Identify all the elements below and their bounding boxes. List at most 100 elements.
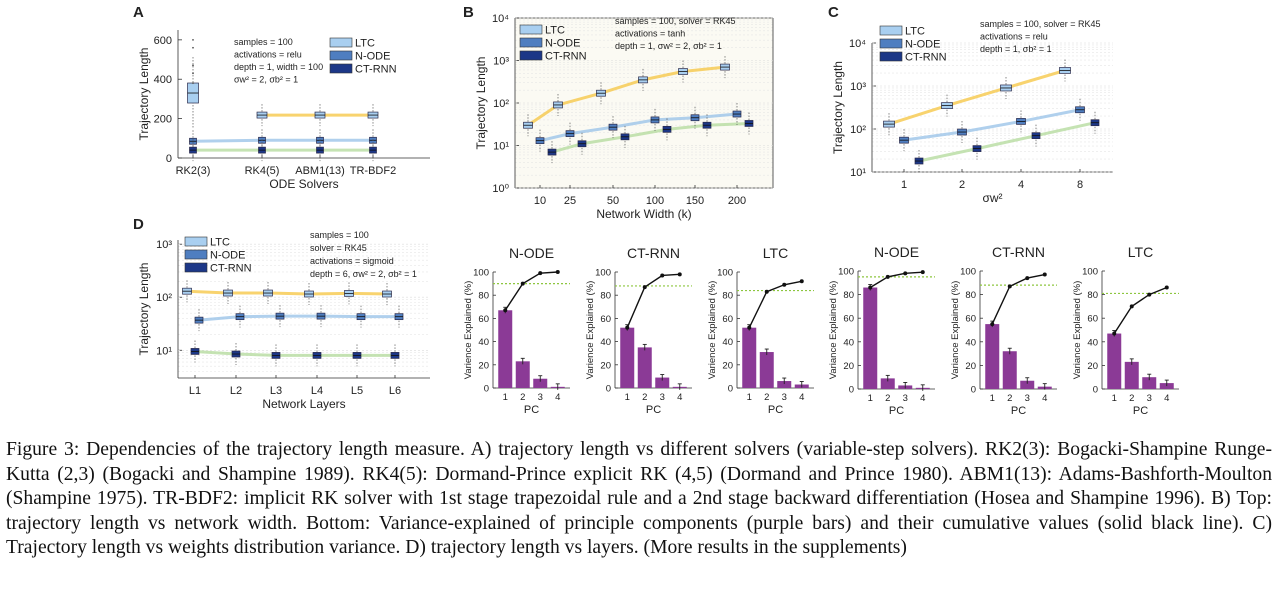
- x-tick-label: 2: [764, 392, 769, 403]
- cumulative-point: [903, 271, 908, 276]
- cumulative-line: [991, 273, 1045, 325]
- cumulative-point: [782, 282, 787, 287]
- legend-label-n-ode: N-ODE: [905, 39, 940, 51]
- cumulative-point: [920, 270, 925, 275]
- y-tick-label: 60: [478, 314, 489, 325]
- annotation-line: depth = 1, width = 100: [234, 62, 323, 72]
- y-tick-label: 10³: [493, 56, 509, 68]
- subplot-title: N-ODE: [509, 245, 554, 261]
- annotation-line: depth = 1, σb² = 1: [980, 44, 1052, 54]
- panel-C3-variance-chart: LTC 0 20 40 60 80 100 1 2 3 4 PC Variance Explained …: [1072, 244, 1179, 417]
- x-tick-label: 50: [607, 195, 619, 207]
- x-tick-label: 2: [885, 393, 890, 404]
- legend-label-n-ode: N-ODE: [210, 250, 245, 262]
- x-tick-label: 1: [625, 392, 630, 403]
- x-tick-label: 1: [503, 392, 508, 403]
- y-tick-label: 100: [717, 268, 733, 279]
- panel-B2-variance-chart: CT-RNN 0 20 40 60 80 100 1 2 3 4 PC Varience Explain…: [585, 245, 692, 416]
- x-tick-label: RK2(3): [176, 165, 211, 177]
- x-tick-label: 4: [555, 392, 560, 403]
- outlier-point: [192, 64, 194, 67]
- cumulative-line: [504, 271, 558, 311]
- y-tick-label: 200: [154, 114, 172, 126]
- variance-bar: [985, 324, 1000, 389]
- trend-line: [527, 65, 726, 127]
- trend-line: [198, 314, 399, 322]
- cumulative-point: [868, 285, 873, 290]
- legend-swatch-n-ode: [184, 249, 208, 260]
- y-axis-label: Trajectory Length: [137, 48, 151, 141]
- variance-bar: [1020, 380, 1035, 389]
- y-tick-label: 400: [154, 74, 172, 86]
- x-tick-label: 1: [901, 179, 907, 191]
- y-tick-label: 60: [600, 314, 611, 325]
- x-tick-label: 3: [660, 392, 665, 403]
- x-axis-label: ODE Solvers: [269, 177, 338, 191]
- y-tick-label: 80: [722, 291, 733, 302]
- legend-swatch-ct-rnn: [879, 51, 903, 62]
- x-tick-label: 2: [1007, 393, 1012, 404]
- panel-C1-variance-chart: N-ODE 0 20 40 60 80 100 1 2 3 4 PC Variance Explaine…: [828, 244, 935, 417]
- trend-line: [903, 108, 1081, 142]
- cumulative-line: [748, 280, 802, 328]
- x-axis-label: Network Layers: [262, 397, 345, 411]
- y-tick-label: 60: [965, 314, 976, 325]
- cumulative-line: [626, 273, 680, 328]
- x-axis-label: Network Width (k): [596, 207, 691, 221]
- y-tick-label: 0: [849, 385, 854, 396]
- legend-label-ltc: LTC: [905, 26, 925, 38]
- x-tick-label: L2: [230, 385, 242, 397]
- trend-line: [192, 138, 373, 143]
- x-tick-label: 1: [990, 393, 995, 404]
- y-axis-label: Variance Explained (%): [828, 281, 839, 380]
- x-tick-label: 2: [1129, 393, 1134, 404]
- subplot-title: CT-RNN: [627, 245, 680, 261]
- x-tick-label: ABM1(13): [295, 165, 345, 177]
- x-axis-label: PC: [1133, 405, 1148, 417]
- x-tick-label: 2: [520, 392, 525, 403]
- annotation-line: activations = relu: [234, 50, 302, 60]
- x-tick-label: 25: [564, 195, 576, 207]
- y-tick-label: 80: [1087, 290, 1098, 301]
- annotation-line: samples = 100, solver = RK45: [980, 19, 1101, 29]
- outlier-point: [192, 46, 194, 49]
- x-axis-label: PC: [646, 404, 661, 416]
- legend-swatch-ct-rnn: [329, 63, 353, 74]
- y-tick-label: 0: [1093, 385, 1098, 396]
- cumulative-point: [1147, 292, 1152, 297]
- y-tick-label: 0: [606, 384, 611, 395]
- y-tick-label: 0: [971, 385, 976, 396]
- annotation-line: activations = tanh: [615, 29, 685, 39]
- y-tick-label: 80: [478, 291, 489, 302]
- x-tick-label: 4: [1164, 393, 1169, 404]
- annotation-line: samples = 100: [234, 37, 293, 47]
- panel-B-chart: 10⁰ 10¹ 10² 10³ 10⁴ 10 25 50 100 150 200 Network Wi…: [474, 13, 774, 221]
- cumulative-point: [660, 273, 665, 278]
- legend-label-ltc: LTC: [355, 38, 375, 50]
- y-axis-label: Trajectory Length: [831, 61, 845, 154]
- legend-label-ct-rnn: CT-RNN: [210, 263, 252, 275]
- y-tick-label: 40: [600, 337, 611, 348]
- trend-line: [888, 69, 1066, 126]
- annotation-line: samples = 100, solver = RK45: [615, 16, 736, 26]
- panel-C-chart: 10¹ 10² 10³ 10⁴ 1 2 4 8 σw² Trajectory Length LTCN…: [831, 19, 1113, 205]
- panel-C2-variance-chart: CT-RNN 0 20 40 60 80 100 1 2 3 4 PC Variance Explain…: [950, 244, 1057, 417]
- x-tick-label: 150: [686, 195, 704, 207]
- y-axis-label: Variance Explained (%): [1072, 281, 1083, 380]
- y-axis-label: Variance Explained (%): [950, 281, 961, 380]
- cumulative-point: [503, 308, 508, 313]
- legend-label-n-ode: N-ODE: [355, 51, 390, 63]
- x-tick-label: 10: [534, 195, 546, 207]
- x-tick-label: 1: [868, 393, 873, 404]
- x-tick-label: 3: [1147, 393, 1152, 404]
- x-tick-label: 1: [747, 392, 752, 403]
- legend-label-ct-rnn: CT-RNN: [355, 64, 397, 76]
- annotation-line: depth = 6, σw² = 2, σb² = 1: [310, 269, 417, 279]
- cumulative-point: [1007, 284, 1012, 289]
- variance-bar: [1142, 377, 1157, 389]
- cumulative-point: [642, 285, 647, 290]
- cumulative-point: [520, 281, 525, 286]
- panel-B1-variance-chart: N-ODE 0 20 40 60 80 100 1 2 3 4 PC Varience Explaine…: [463, 245, 570, 416]
- x-tick-label: L1: [189, 385, 201, 397]
- x-tick-label: 1: [1112, 393, 1117, 404]
